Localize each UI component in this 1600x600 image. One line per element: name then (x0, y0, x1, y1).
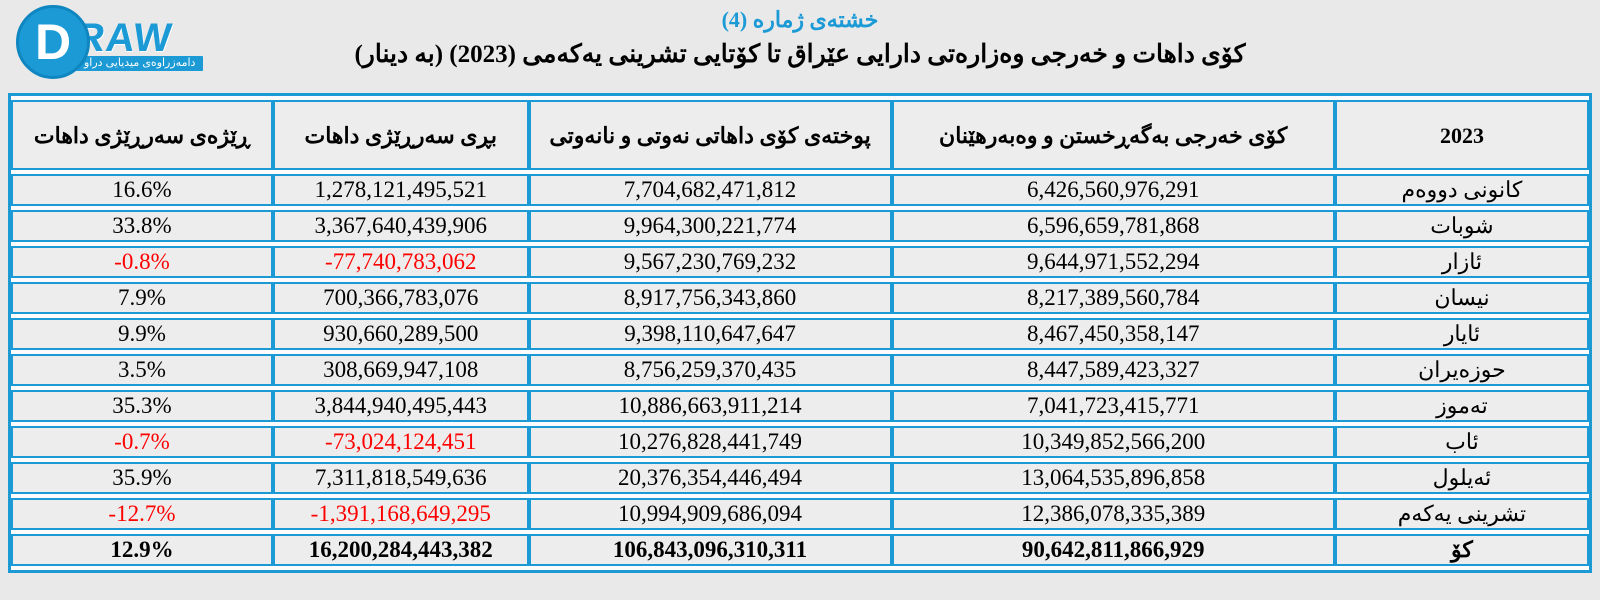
page-subtitle: كۆی داهات و خەرجی وەزارەتی دارایی عێراق … (354, 41, 1246, 68)
table-row: 16.6% 1,278,121,495,521 7,704,682,471,812 6… (11, 174, 1589, 206)
cell-month: ئازار (1334, 246, 1589, 278)
cell-expense: 90,642,811,866,929 (891, 534, 1335, 566)
table-row: 3.5% 308,669,947,108 8,756,259,370,435 8,44… (11, 354, 1589, 386)
cell-surplus: 3,844,940,495,443 (272, 390, 529, 422)
col-header-year: 2023 (1334, 100, 1589, 170)
table-row: -0.8% -77,740,783,062 9,567,230,769,232 9,6… (11, 246, 1589, 278)
table-row: 35.9% 7,311,818,549,636 20,376,354,446,494… (11, 462, 1589, 494)
title-block: خشتەی ژمارە (4) كۆی داهات و خەرجی وەزارە… (0, 4, 1600, 74)
cell-expense: 13,064,535,896,858 (891, 462, 1335, 494)
logo-raw-text: RAW (73, 16, 175, 60)
col-header-surplus-amount: بڕی سەرڕێژی داهات (272, 100, 529, 170)
cell-expense: 7,041,723,415,771 (891, 390, 1335, 422)
cell-revenue: 9,567,230,769,232 (528, 246, 892, 278)
cell-expense: 10,349,852,566,200 (891, 426, 1335, 458)
cell-surplus: 3,367,640,439,906 (272, 210, 529, 242)
cell-expense: 8,217,389,560,784 (891, 282, 1335, 314)
draw-logo: D RAW دامەزراوەی میدیایی دراو (16, 5, 226, 91)
cell-month: ئاب (1334, 426, 1589, 458)
table-row: -0.7% -73,024,124,451 10,276,828,441,749 10… (11, 426, 1589, 458)
cell-revenue: 106,843,096,310,311 (528, 534, 892, 566)
page-title: خشتەی ژمارە (4) (721, 7, 879, 32)
cell-expense: 9,644,971,552,294 (891, 246, 1335, 278)
cell-pct: 12.9% (11, 534, 273, 566)
cell-revenue: 9,398,110,647,647 (528, 318, 892, 350)
cell-surplus: -1,391,168,649,295 (272, 498, 529, 530)
cell-revenue: 10,276,828,441,749 (528, 426, 892, 458)
cell-revenue: 8,917,756,343,860 (528, 282, 892, 314)
cell-revenue: 10,886,663,911,214 (528, 390, 892, 422)
cell-month: ئایار (1334, 318, 1589, 350)
cell-surplus: -73,024,124,451 (272, 426, 529, 458)
table-row: 33.8% 3,367,640,439,906 9,964,300,221,774 6… (11, 210, 1589, 242)
cell-surplus: 16,200,284,443,382 (272, 534, 529, 566)
col-header-surplus-pct: ڕێژەی سەرڕێژی داهات (11, 100, 273, 170)
table-row: 9.9% 930,660,289,500 9,398,110,647,647 8,46… (11, 318, 1589, 350)
cell-pct: 7.9% (11, 282, 273, 314)
cell-pct: 35.3% (11, 390, 273, 422)
cell-surplus: 7,311,818,549,636 (272, 462, 529, 494)
table-row: 7.9% 700,366,783,076 8,917,756,343,860 8,21… (11, 282, 1589, 314)
table-total-row: 12.9% 16,200,284,443,382 106,843,096,310,3… (11, 534, 1589, 566)
cell-expense: 6,426,560,976,291 (891, 174, 1335, 206)
table-header-row: ڕێژەی سەرڕێژی داهات بڕی سەرڕێژی داهات پو… (11, 100, 1589, 170)
cell-pct: 33.8% (11, 210, 273, 242)
cell-expense: 8,467,450,358,147 (891, 318, 1335, 350)
cell-surplus: 1,278,121,495,521 (272, 174, 529, 206)
cell-month: كانونی دووەم (1334, 174, 1589, 206)
cell-month: تەموز (1334, 390, 1589, 422)
logo-banner-text: دامەزراوەی میدیایی دراو (76, 56, 204, 71)
table-row: 35.3% 3,844,940,495,443 10,886,663,911,214… (11, 390, 1589, 422)
cell-pct: 16.6% (11, 174, 273, 206)
logo-d-letter: D (34, 14, 72, 70)
logo-text-block: RAW دامەزراوەی میدیایی دراو (73, 5, 204, 71)
cell-surplus: 308,669,947,108 (272, 354, 529, 386)
cell-expense: 6,596,659,781,868 (891, 210, 1335, 242)
cell-revenue: 7,704,682,471,812 (528, 174, 892, 206)
cell-pct: -0.7% (11, 426, 273, 458)
finance-table: ڕێژەی سەرڕێژی داهات بڕی سەرڕێژی داهات پو… (11, 96, 1589, 570)
cell-revenue: 20,376,354,446,494 (528, 462, 892, 494)
cell-month: حوزەیران (1334, 354, 1589, 386)
cell-expense: 8,447,589,423,327 (891, 354, 1335, 386)
cell-expense: 12,386,078,335,389 (891, 498, 1335, 530)
cell-month: نیسان (1334, 282, 1589, 314)
table-body: 16.6% 1,278,121,495,521 7,704,682,471,812 6… (11, 174, 1589, 566)
cell-surplus: 930,660,289,500 (272, 318, 529, 350)
cell-month: شوبات (1334, 210, 1589, 242)
cell-revenue: 9,964,300,221,774 (528, 210, 892, 242)
cell-surplus: 700,366,783,076 (272, 282, 529, 314)
cell-month: تشرینی یەكەم (1334, 498, 1589, 530)
cell-month: ئەیلول (1334, 462, 1589, 494)
table-row: -12.7% -1,391,168,649,295 10,994,909,686,0… (11, 498, 1589, 530)
cell-pct: -12.7% (11, 498, 273, 530)
logo-d-icon: D (16, 5, 90, 79)
cell-pct: -0.8% (11, 246, 273, 278)
cell-revenue: 10,994,909,686,094 (528, 498, 892, 530)
col-header-total-expense: كۆی خەرجی بەگەڕخستن و وەبەرهێنان (891, 100, 1335, 170)
finance-table-wrap: ڕێژەی سەرڕێژی داهات بڕی سەرڕێژی داهات پو… (8, 93, 1592, 573)
col-header-oil-nonoil-revenue: پوختەی كۆی داهاتی نەوتی و نانەوتی (528, 100, 892, 170)
cell-surplus: -77,740,783,062 (272, 246, 529, 278)
cell-pct: 35.9% (11, 462, 273, 494)
cell-pct: 3.5% (11, 354, 273, 386)
cell-month: كۆ (1334, 534, 1589, 566)
cell-revenue: 8,756,259,370,435 (528, 354, 892, 386)
cell-pct: 9.9% (11, 318, 273, 350)
